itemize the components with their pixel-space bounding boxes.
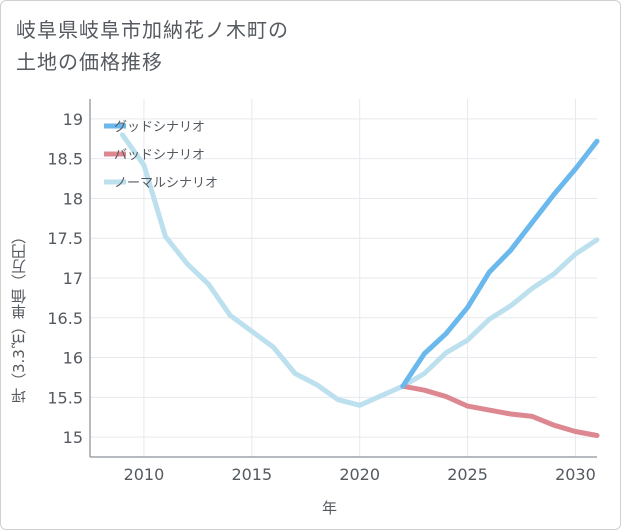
x-axis-label: 年 — [322, 499, 338, 517]
x-tick-label: 2015 — [231, 465, 272, 484]
legend-label-0: グッドシナリオ — [114, 120, 205, 135]
y-tick-label: 15.5 — [47, 388, 83, 407]
legend-label-1: バッドシナリオ — [114, 148, 205, 163]
y-tick-label: 15 — [63, 428, 83, 447]
legend-label-2: ノーマルシナリオ — [114, 176, 218, 191]
series-line-0 — [400, 138, 600, 389]
chart-title: 岐阜県岐阜市加納花ノ木町の 土地の価格推移 — [16, 14, 289, 78]
chart-title-line-1: 岐阜県岐阜市加納花ノ木町の — [16, 18, 289, 42]
x-tick-label: 2030 — [555, 465, 596, 484]
chart-title-line-2: 土地の価格推移 — [16, 50, 163, 74]
y-tick-label: 17 — [63, 269, 83, 288]
x-tick-label: 2010 — [124, 465, 165, 484]
y-tick-label: 18.5 — [47, 150, 83, 169]
series-line-1 — [400, 383, 600, 438]
x-tick-label: 2025 — [447, 465, 488, 484]
y-tick-label: 19 — [63, 110, 83, 129]
y-tick-label: 16.5 — [47, 309, 83, 328]
y-tick-label: 16 — [63, 349, 83, 368]
series-line-2 — [119, 132, 600, 408]
x-tick-label: 2020 — [339, 465, 380, 484]
y-tick-label: 17.5 — [47, 229, 83, 248]
y-tick-label: 18 — [63, 189, 83, 208]
